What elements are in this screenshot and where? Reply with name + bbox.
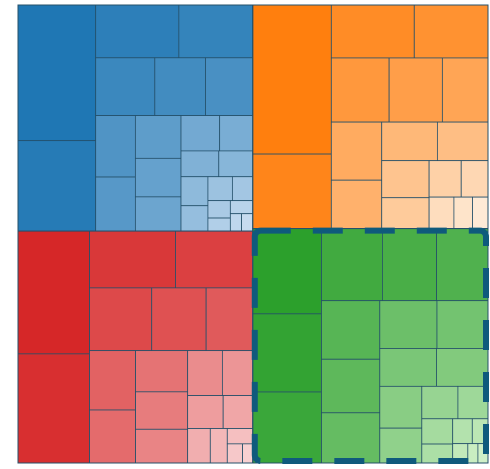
treemap-cell xyxy=(154,57,206,116)
treemap-cell xyxy=(457,385,489,420)
treemap-cell xyxy=(321,300,381,360)
treemap-cell xyxy=(379,300,438,349)
treemap-cell xyxy=(175,230,254,289)
treemap-cell xyxy=(178,4,254,59)
treemap-cell xyxy=(17,4,97,142)
treemap-cell xyxy=(252,228,322,315)
treemap-cell xyxy=(330,121,383,181)
treemap-cell xyxy=(436,300,489,349)
treemap-cell xyxy=(229,200,254,215)
treemap-cell xyxy=(209,428,228,464)
treemap-cell xyxy=(428,160,462,198)
treemap-cell xyxy=(330,57,390,123)
treemap-cell xyxy=(180,205,209,232)
treemap-cell xyxy=(17,140,97,232)
treemap-cell xyxy=(207,200,231,219)
treemap-cell xyxy=(219,115,254,152)
treemap-cell xyxy=(187,350,223,396)
treemap-cell xyxy=(381,160,430,199)
treemap-cell xyxy=(218,150,254,178)
treemap-cell xyxy=(187,395,224,429)
treemap-cell xyxy=(381,121,438,162)
treemap-cell xyxy=(252,391,322,464)
treemap-cell xyxy=(242,443,254,464)
treemap-cell xyxy=(229,213,242,232)
treemap-cell xyxy=(421,418,454,445)
treemap-cell xyxy=(413,4,489,59)
treemap-cell xyxy=(95,115,136,178)
treemap-cell xyxy=(467,443,479,464)
selection-outline xyxy=(251,227,489,464)
treemap-cell xyxy=(17,230,90,355)
treemap-cell xyxy=(453,196,473,230)
treemap-cell xyxy=(436,228,489,302)
treemap-cell xyxy=(241,213,254,232)
treemap-cell xyxy=(472,196,489,230)
treemap-cell xyxy=(382,228,437,302)
treemap-cell xyxy=(226,443,243,464)
treemap-cell xyxy=(180,115,221,152)
treemap-cell xyxy=(134,196,182,232)
treemap-cell xyxy=(379,427,423,464)
treemap-cell xyxy=(89,350,136,411)
treemap-cell xyxy=(205,57,254,116)
treemap-cell xyxy=(205,287,254,352)
treemap-cell xyxy=(321,358,381,414)
treemap-cell xyxy=(134,157,182,198)
treemap-cell xyxy=(231,176,254,202)
treemap-cell xyxy=(252,4,332,155)
treemap-cell xyxy=(95,176,136,232)
treemap-cell xyxy=(428,196,455,230)
treemap-cell xyxy=(379,348,437,387)
treemap-cell xyxy=(460,160,489,198)
treemap-cell xyxy=(180,150,220,178)
treemap-cell xyxy=(135,350,189,393)
treemap-cell xyxy=(187,428,211,464)
treemap-cell xyxy=(151,287,207,352)
treemap-cell xyxy=(452,418,473,445)
treemap-cell xyxy=(388,57,443,123)
treemap-cell xyxy=(321,412,381,464)
treemap-cell xyxy=(321,228,383,302)
treemap-cell xyxy=(89,409,136,464)
treemap-cell xyxy=(207,176,233,202)
treemap-cell xyxy=(441,57,489,123)
treemap-cell xyxy=(135,391,189,430)
treemap-cell xyxy=(221,350,254,396)
treemap-cell xyxy=(436,121,489,162)
treemap-cell xyxy=(95,4,180,59)
treemap-cell xyxy=(89,287,153,352)
treemap-cell xyxy=(379,385,423,429)
treemap-cell xyxy=(89,230,176,289)
treemap-cell xyxy=(436,348,489,387)
treemap-cell xyxy=(222,395,254,429)
treemap-cell xyxy=(252,153,332,230)
treemap-cell xyxy=(421,385,459,420)
treemap-cell xyxy=(17,353,90,464)
treemap-cell xyxy=(226,428,254,445)
treemap-cell xyxy=(134,115,182,159)
treemap-cell xyxy=(381,197,430,230)
treemap-cell xyxy=(95,57,156,116)
treemap-cell xyxy=(180,176,209,207)
treemap-cell xyxy=(330,4,415,59)
treemap-cell xyxy=(135,428,189,464)
treemap-cell xyxy=(207,217,231,232)
treemap-cell xyxy=(252,313,322,393)
treemap-cell xyxy=(330,179,383,230)
